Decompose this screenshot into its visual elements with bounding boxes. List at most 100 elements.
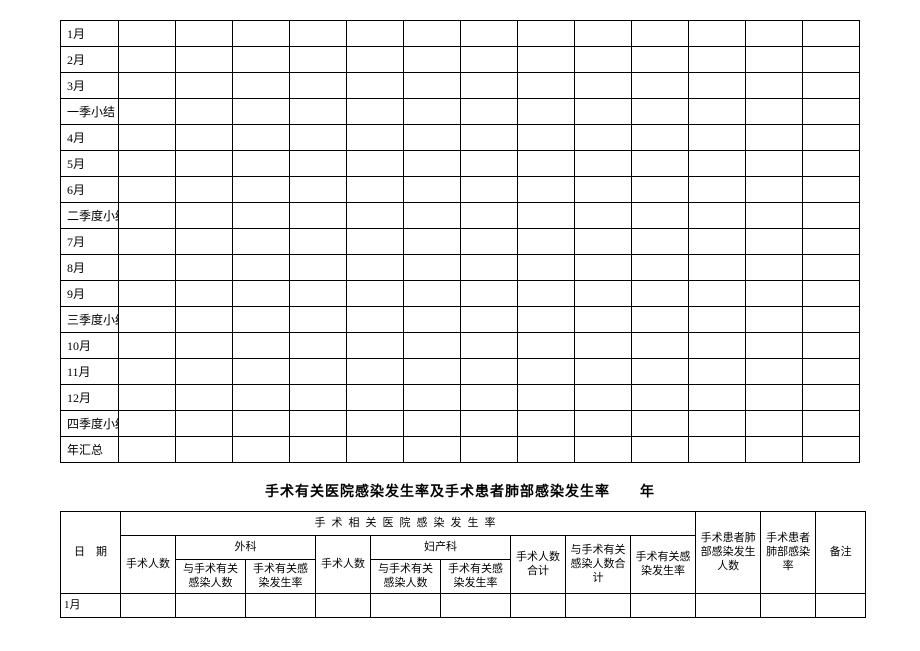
cell <box>290 281 347 307</box>
cell <box>746 203 803 229</box>
cell <box>518 99 575 125</box>
cell <box>803 21 860 47</box>
cell <box>632 99 689 125</box>
table-row: 四季度小结 <box>61 411 860 437</box>
cell <box>461 21 518 47</box>
cell <box>347 21 404 47</box>
cell <box>176 229 233 255</box>
cell <box>233 385 290 411</box>
cell <box>290 47 347 73</box>
cell <box>461 151 518 177</box>
cell <box>803 333 860 359</box>
cell <box>347 385 404 411</box>
cell <box>404 125 461 151</box>
cell <box>176 99 233 125</box>
cell <box>347 177 404 203</box>
table-row: 1月 <box>61 593 866 617</box>
cell <box>233 411 290 437</box>
cell <box>632 385 689 411</box>
cell <box>746 255 803 281</box>
col-c10: 手术患者肺部感染发生人数 <box>696 512 761 594</box>
cell <box>461 333 518 359</box>
cell <box>803 151 860 177</box>
table-row: 2月 <box>61 47 860 73</box>
cell <box>347 437 404 463</box>
row-label: 10月 <box>61 333 119 359</box>
table-row: 4月 <box>61 125 860 151</box>
cell <box>689 47 746 73</box>
cell <box>689 151 746 177</box>
col-c3: 手术有关感染发生率 <box>246 560 316 594</box>
cell <box>746 99 803 125</box>
cell <box>803 47 860 73</box>
cell <box>632 437 689 463</box>
cell <box>632 229 689 255</box>
cell <box>803 203 860 229</box>
cell <box>803 255 860 281</box>
cell <box>575 125 632 151</box>
table-row: 二季度小结 <box>61 203 860 229</box>
row-label: 三季度小结 <box>61 307 119 333</box>
cell <box>233 359 290 385</box>
cell <box>803 281 860 307</box>
cell <box>290 359 347 385</box>
cell <box>518 229 575 255</box>
table-row: 9月 <box>61 281 860 307</box>
cell <box>347 281 404 307</box>
cell <box>441 593 511 617</box>
cell <box>316 593 371 617</box>
cell <box>404 229 461 255</box>
cell <box>518 307 575 333</box>
cell <box>746 359 803 385</box>
cell <box>511 593 566 617</box>
cell <box>575 333 632 359</box>
cell <box>290 73 347 99</box>
cell <box>575 177 632 203</box>
cell <box>347 73 404 99</box>
cell <box>632 47 689 73</box>
cell <box>404 359 461 385</box>
cell <box>803 229 860 255</box>
row-label: 7月 <box>61 229 119 255</box>
cell <box>347 359 404 385</box>
cell <box>176 281 233 307</box>
cell <box>290 229 347 255</box>
cell <box>121 593 176 617</box>
cell <box>575 281 632 307</box>
cell <box>371 593 441 617</box>
cell <box>689 255 746 281</box>
cell <box>233 99 290 125</box>
cell <box>404 203 461 229</box>
cell <box>233 177 290 203</box>
cell <box>632 177 689 203</box>
cell <box>461 255 518 281</box>
cell <box>518 359 575 385</box>
cell <box>632 255 689 281</box>
cell <box>347 255 404 281</box>
cell <box>803 307 860 333</box>
col-c7: 手术人数合计 <box>511 536 566 594</box>
cell <box>347 229 404 255</box>
table-row: 7月 <box>61 229 860 255</box>
row-label: 5月 <box>61 151 119 177</box>
cell <box>347 411 404 437</box>
cell <box>518 411 575 437</box>
cell <box>404 333 461 359</box>
cell <box>461 437 518 463</box>
cell <box>290 203 347 229</box>
cell <box>347 203 404 229</box>
cell <box>746 47 803 73</box>
cell <box>176 151 233 177</box>
cell <box>689 281 746 307</box>
cell <box>696 593 761 617</box>
cell <box>575 21 632 47</box>
table1-body: 1月2月3月一季小结4月5月6月二季度小结7月8月9月三季度小结10月11月12… <box>61 21 860 463</box>
cell <box>518 125 575 151</box>
cell <box>689 177 746 203</box>
cell <box>518 437 575 463</box>
cell <box>119 151 176 177</box>
cell <box>404 255 461 281</box>
cell <box>404 47 461 73</box>
section-title: 手术有关医院感染发生率及手术患者肺部感染发生率 年 <box>60 481 860 501</box>
cell <box>290 385 347 411</box>
